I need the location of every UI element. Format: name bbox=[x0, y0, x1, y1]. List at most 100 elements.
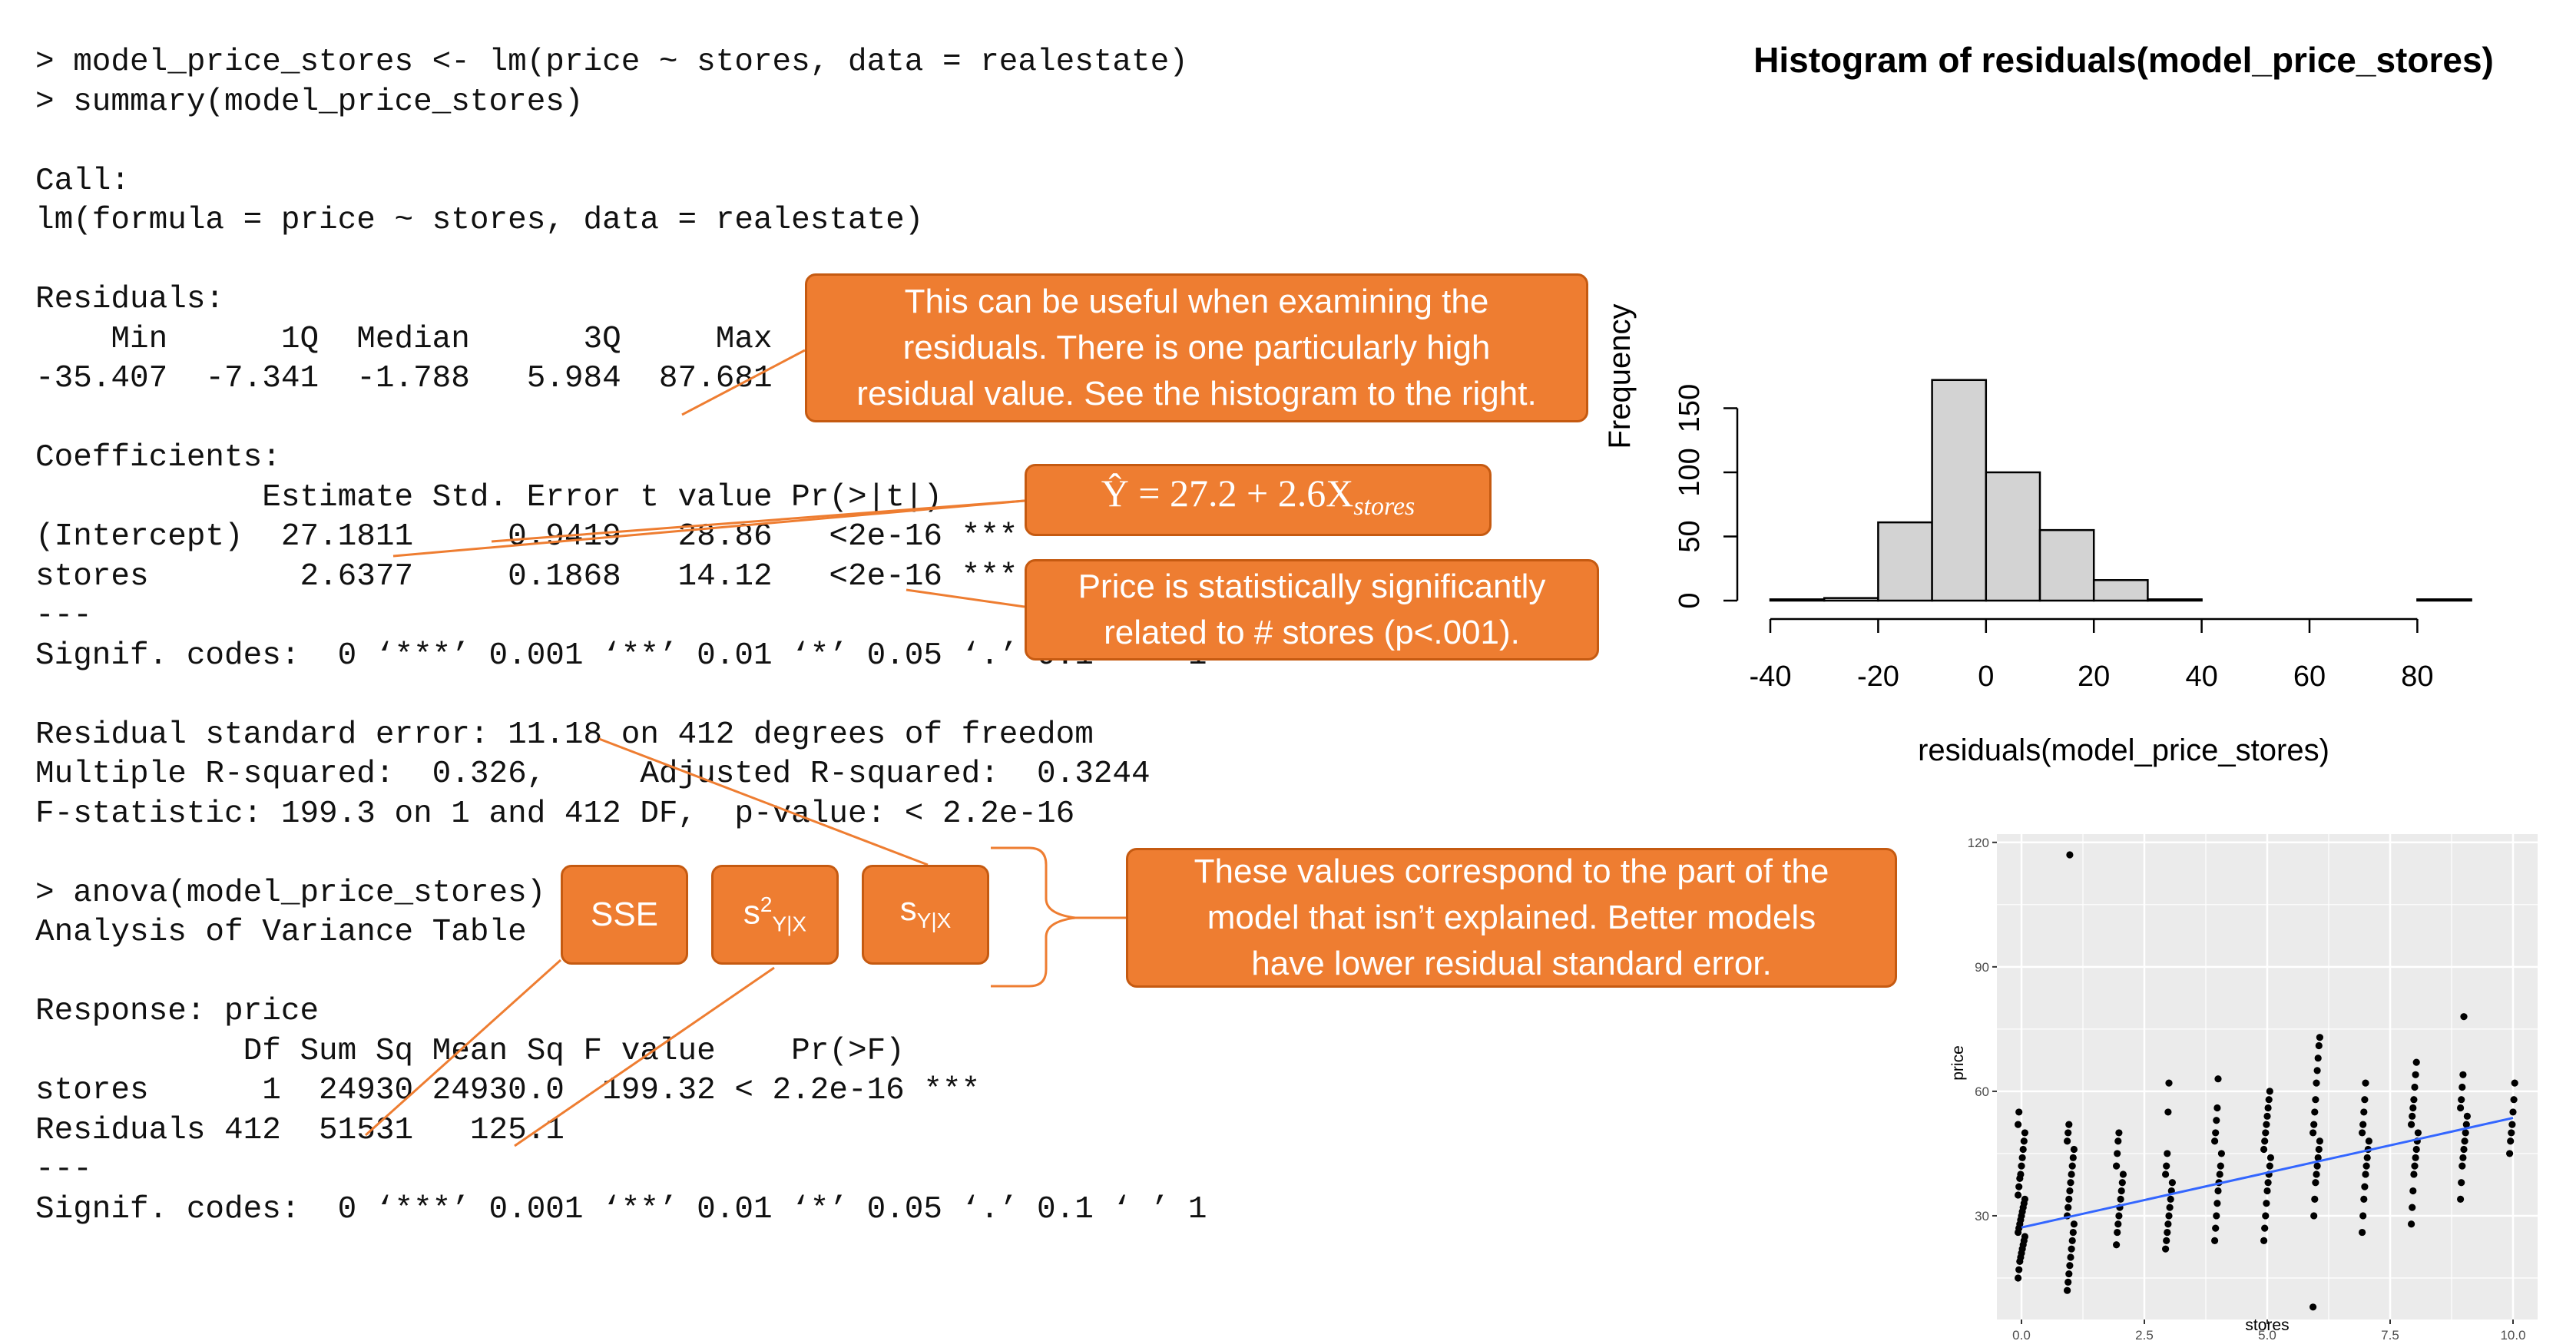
scatter-point bbox=[2313, 1170, 2320, 1178]
scatter-point bbox=[2506, 1150, 2514, 1157]
histogram-bar bbox=[1931, 379, 1988, 602]
scatter-point bbox=[2361, 1183, 2369, 1190]
scatter-point bbox=[2408, 1121, 2415, 1128]
scatter-point bbox=[2213, 1117, 2220, 1124]
scatter-point bbox=[2211, 1237, 2219, 1244]
scatter-point bbox=[2212, 1129, 2220, 1137]
scatter-point bbox=[2168, 1179, 2176, 1187]
scatter-point bbox=[2021, 1195, 2028, 1203]
callout-leader-line bbox=[392, 499, 1025, 558]
scatter-point bbox=[2359, 1212, 2367, 1220]
equation-subscript: stores bbox=[1353, 492, 1415, 521]
scatter-point bbox=[2314, 1055, 2322, 1062]
scatter-point bbox=[2166, 1204, 2174, 1211]
scatter-point bbox=[2212, 1224, 2220, 1232]
scatter-point bbox=[2113, 1162, 2121, 1170]
scatter-point bbox=[2316, 1034, 2323, 1041]
scatter-point bbox=[2266, 1088, 2273, 1095]
scatter-point bbox=[2114, 1228, 2121, 1237]
scatter-point bbox=[2114, 1137, 2122, 1145]
scatter-point bbox=[2412, 1058, 2420, 1066]
scatter-point bbox=[2507, 1137, 2515, 1145]
scatter-point bbox=[2020, 1137, 2028, 1145]
console-line: Signif. codes: 0 ‘***’ 0.001 ‘**’ 0.01 ‘… bbox=[35, 637, 1207, 674]
scatter-point bbox=[2310, 1212, 2318, 1220]
scatter-point bbox=[2070, 1145, 2078, 1154]
scatter-point bbox=[2211, 1137, 2219, 1145]
residuals-callout: This can be useful when examining the re… bbox=[805, 273, 1588, 422]
scatter-point bbox=[2068, 1237, 2076, 1244]
histogram-y-axis-label: Frequency bbox=[1603, 304, 1637, 449]
residual-variance-box: s2Y|X bbox=[711, 865, 839, 965]
scatter-point bbox=[2458, 1162, 2466, 1170]
console-line: Residual standard error: 11.18 on 412 de… bbox=[35, 717, 1094, 753]
console-line: Estimate Std. Error t value Pr(>|t|) bbox=[35, 479, 942, 515]
scatter-point bbox=[2360, 1108, 2368, 1116]
callout-leader-line bbox=[364, 959, 562, 1137]
residuals-histogram: Histogram of residuals(model_price_store… bbox=[1603, 40, 2494, 767]
histogram-x-axis-label: residuals(model_price_stores) bbox=[1918, 733, 2329, 767]
scatter-point bbox=[2313, 1162, 2321, 1170]
histogram-bar bbox=[2092, 579, 2149, 602]
scatter-point bbox=[2315, 1145, 2323, 1154]
sse-label: SSE bbox=[590, 896, 659, 933]
scatter-point bbox=[2410, 1170, 2418, 1178]
scatter-point bbox=[2309, 1303, 2317, 1311]
regression-equation-callout: Ŷ = 27.2 + 2.6Xstores bbox=[1025, 464, 1492, 536]
scatter-point bbox=[2069, 1228, 2077, 1237]
histogram-x-tick-label: 80 bbox=[2401, 661, 2433, 693]
scatter-point bbox=[2064, 1129, 2072, 1137]
console-line: --- bbox=[35, 598, 92, 634]
scatter-point bbox=[2414, 1129, 2422, 1137]
scatter-point bbox=[2314, 1154, 2322, 1161]
scatter-point bbox=[2457, 1104, 2465, 1112]
scatter-point bbox=[2114, 1150, 2121, 1157]
scatter-point bbox=[2217, 1150, 2225, 1157]
scatter-point bbox=[2019, 1145, 2027, 1154]
scatter-point bbox=[2316, 1137, 2323, 1145]
scatter-point bbox=[2313, 1067, 2321, 1074]
scatter-point bbox=[2065, 1195, 2073, 1203]
scatter-point bbox=[2163, 1162, 2170, 1170]
console-line: stores 1 24930 24930.0 199.32 < 2.2e-16 … bbox=[35, 1073, 981, 1108]
scatter-point bbox=[2015, 1108, 2023, 1116]
scatter-point bbox=[2114, 1220, 2122, 1228]
scatter-point bbox=[2311, 1195, 2319, 1203]
scatter-point bbox=[2458, 1179, 2465, 1187]
scatter-point bbox=[2459, 1071, 2467, 1078]
scatter-point bbox=[2359, 1129, 2366, 1137]
scatter-x-tick-label: 5.0 bbox=[2258, 1328, 2276, 1341]
unexplained-callout-line-3: have lower residual standard error. bbox=[1251, 945, 1772, 982]
scatter-x-tick-label: 0.0 bbox=[2012, 1328, 2031, 1341]
scatter-point bbox=[2018, 1162, 2025, 1170]
scatter-point bbox=[2066, 1187, 2074, 1195]
histogram-title: Histogram of residuals(model_price_store… bbox=[1753, 40, 2494, 80]
scatter-point bbox=[2117, 1187, 2125, 1195]
significance-callout-line-2: related to # stores (p<.001). bbox=[1104, 614, 1520, 651]
histogram-bar bbox=[1769, 598, 1826, 602]
console-line: --- bbox=[35, 1152, 92, 1187]
scatter-point bbox=[2119, 1170, 2127, 1178]
scatter-point bbox=[2262, 1212, 2270, 1220]
scatter-point bbox=[2017, 1170, 2025, 1178]
price-vs-stores-scatter: 0.0 2.5 5.0 7.5 10.0 30 60 90 120 stores price bbox=[1949, 834, 2538, 1341]
scatter-point bbox=[2408, 1220, 2415, 1228]
unexplained-callout-line-1: These values correspond to the part of t… bbox=[1194, 853, 1829, 890]
callout-leader-line bbox=[906, 588, 1025, 608]
residual-std-error-box: sY|X bbox=[862, 865, 989, 965]
scatter-point bbox=[2363, 1154, 2371, 1161]
scatter-x-tick-label: 10.0 bbox=[2500, 1328, 2525, 1341]
scatter-x-axis-label: stores bbox=[2245, 1316, 2289, 1334]
scatter-point bbox=[2165, 1079, 2173, 1087]
residuals-callout-line-3: residual value. See the histogram to the… bbox=[856, 375, 1537, 412]
scatter-point bbox=[2309, 1129, 2317, 1137]
scatter-point bbox=[2069, 1154, 2077, 1161]
scatter-point bbox=[2265, 1096, 2273, 1104]
scatter-point bbox=[2411, 1162, 2419, 1170]
callout-leader-line bbox=[681, 349, 806, 416]
scatter-point bbox=[2115, 1212, 2123, 1220]
scatter-point bbox=[2214, 1187, 2222, 1195]
scatter-point bbox=[2214, 1075, 2222, 1083]
scatter-point bbox=[2412, 1154, 2419, 1161]
